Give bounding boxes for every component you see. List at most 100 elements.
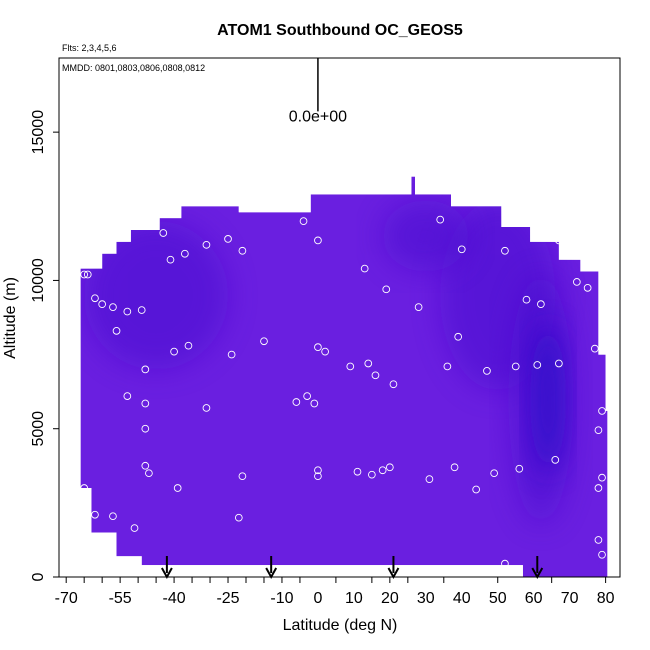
sample-point <box>522 295 531 304</box>
sample-point <box>145 567 153 575</box>
sample-point <box>382 285 391 294</box>
sample-point <box>371 371 380 380</box>
sample-point <box>130 524 139 532</box>
sample-point <box>202 240 211 249</box>
sample-point <box>238 472 247 481</box>
sample-point <box>321 347 329 356</box>
sample-point <box>91 510 99 519</box>
sample-point <box>202 404 211 412</box>
sample-point <box>450 463 459 472</box>
sample-point <box>414 303 423 311</box>
sample-point <box>353 467 362 476</box>
sample-point <box>123 392 132 400</box>
sample-point <box>184 341 193 350</box>
sample-points <box>80 215 606 577</box>
sample-point <box>454 332 463 341</box>
x-tick-label: -55 <box>109 590 132 607</box>
sample-point <box>234 513 243 522</box>
sample-point <box>425 475 434 483</box>
sample-point <box>594 536 603 544</box>
sample-point <box>181 249 189 258</box>
sample-point <box>173 484 182 492</box>
heatmap-clip-group <box>80 176 608 577</box>
sample-point <box>572 278 581 286</box>
y-axis: 0 5000 10000 15000 <box>30 110 59 581</box>
sample-point <box>457 245 466 254</box>
sample-point <box>98 300 107 309</box>
sample-point <box>378 466 387 475</box>
x-tick-label: -10 <box>270 590 293 607</box>
x-tick-label: 0 <box>313 590 322 607</box>
sample-point <box>238 246 247 255</box>
sample-point <box>594 484 603 492</box>
sample-point <box>389 380 398 389</box>
x-tick-label: -70 <box>55 590 78 607</box>
x-axis-title: Latitude (deg N) <box>283 617 398 634</box>
sample-point <box>590 344 599 353</box>
sample-point <box>360 264 369 273</box>
sample-point <box>292 398 301 406</box>
dates-note: MMDD: 0801,0803,0806,0808,0812 <box>62 63 205 73</box>
sample-point <box>598 473 606 482</box>
sample-point <box>260 337 268 346</box>
flights-note: Flts: 2,3,4,5,6 <box>62 43 117 53</box>
sample-point <box>166 255 175 264</box>
sample-point <box>141 424 150 433</box>
sample-point <box>109 567 117 575</box>
x-tick-label: 10 <box>345 590 363 607</box>
sample-point <box>443 362 452 371</box>
x-tick-label: 70 <box>561 590 579 607</box>
sample-point <box>123 307 132 316</box>
sample-point <box>227 350 236 359</box>
sample-point <box>314 343 322 352</box>
sample-point <box>80 484 89 492</box>
sample-point <box>551 456 560 464</box>
sample-point <box>598 407 606 415</box>
x-tick-label: 40 <box>453 590 471 607</box>
sample-point <box>328 567 337 575</box>
sample-point <box>109 512 117 521</box>
sample-point <box>511 362 520 371</box>
sample-point <box>141 365 150 374</box>
sample-point <box>159 229 168 237</box>
sample-point <box>385 463 394 472</box>
sample-point <box>368 470 376 479</box>
sample-point <box>364 359 373 368</box>
sample-point <box>109 303 117 311</box>
sample-point <box>184 567 193 575</box>
sample-point <box>314 236 322 245</box>
chart-title: ATOM1 Southbound OC_GEOS5 <box>217 22 463 39</box>
sample-point <box>594 426 603 435</box>
x-tick-label: -40 <box>163 590 186 607</box>
sample-point <box>533 361 542 369</box>
sample-point <box>436 215 445 224</box>
sample-point <box>299 217 308 225</box>
x-tick-label: 20 <box>381 590 399 607</box>
sample-point <box>314 466 322 475</box>
sample-point <box>350 567 358 575</box>
x-tick-label: 60 <box>525 590 543 607</box>
sample-point <box>537 300 545 309</box>
sample-point <box>472 485 481 494</box>
sample-point <box>483 367 491 375</box>
sample-point <box>141 399 150 408</box>
sample-point <box>288 567 297 575</box>
sample-point <box>346 362 355 371</box>
plot-frame <box>58 57 621 578</box>
heatmap-field <box>80 176 608 577</box>
sample-point <box>314 472 322 481</box>
sample-point <box>202 567 211 575</box>
sample-point <box>515 464 524 473</box>
sample-point <box>137 306 146 314</box>
y-tick-label: 15000 <box>30 110 47 155</box>
x-tick-label: 30 <box>417 590 435 607</box>
sample-point <box>80 270 89 279</box>
sample-point <box>501 559 509 568</box>
plot-area: 0.0e+00 MMDD: 0801,0803,0806,0808,0812 <box>58 57 621 580</box>
sample-point <box>378 567 387 575</box>
sample-point <box>490 469 498 478</box>
sample-point <box>555 236 563 245</box>
sample-point <box>83 270 92 279</box>
y-axis-title: Altitude (m) <box>2 277 19 359</box>
